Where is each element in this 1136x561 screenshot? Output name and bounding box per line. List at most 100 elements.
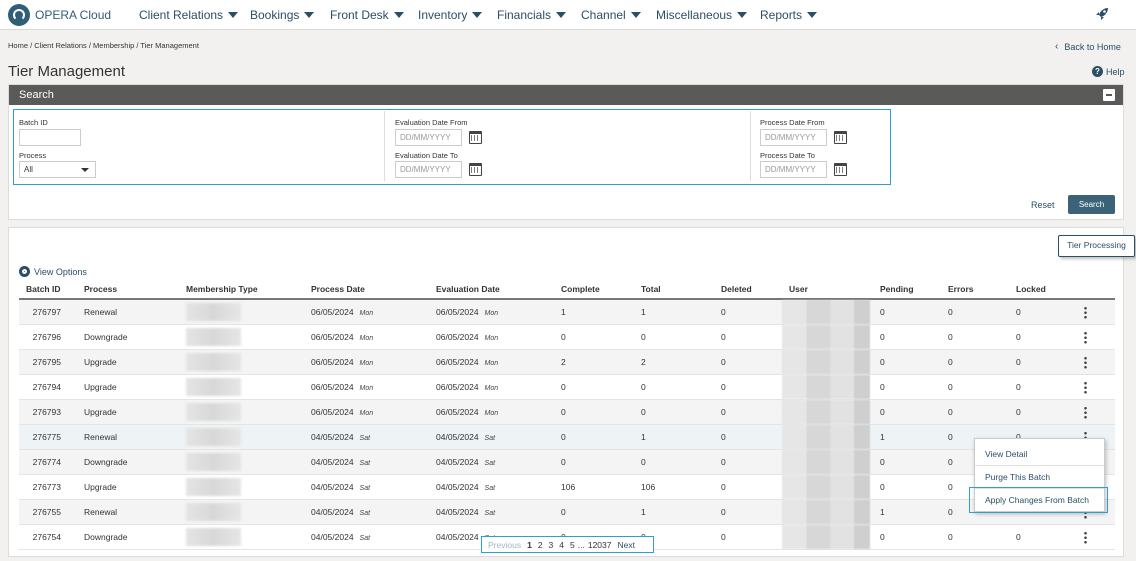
pending-cell: 0 xyxy=(880,307,885,317)
caret-down-icon xyxy=(81,168,89,172)
column-header[interactable]: Locked xyxy=(1009,279,1077,300)
calendar-icon[interactable] xyxy=(834,163,847,176)
table-row[interactable]: 276793 Upgrade 06/05/2024 Mon 06/05/2024 Mon 0… xyxy=(19,399,1115,425)
reset-link[interactable]: Reset xyxy=(1031,200,1055,210)
calendar-icon[interactable] xyxy=(469,131,482,144)
user-redacted xyxy=(782,350,870,374)
table-row[interactable]: 276773 Upgrade 04/05/2024 Sat 04/05/2024 Sat 1… xyxy=(19,474,1115,500)
row-actions-kebab-icon[interactable] xyxy=(1084,430,1087,444)
nav-financials[interactable]: Financials xyxy=(497,8,567,22)
batch-id-input[interactable] xyxy=(19,129,81,146)
column-header[interactable]: Pending xyxy=(873,279,941,300)
deleted-cell: 0 xyxy=(721,482,726,492)
tier-processing-button[interactable]: Tier Processing xyxy=(1058,235,1135,257)
process-select[interactable]: All xyxy=(19,161,96,178)
breadcrumb[interactable]: Home / Client Relations / Membership / T… xyxy=(8,41,199,50)
user-redacted xyxy=(782,300,870,324)
column-header[interactable]: Deleted xyxy=(714,279,782,300)
process-day: Sat xyxy=(359,485,371,492)
process-day: Mon xyxy=(359,360,374,367)
pending-cell: 0 xyxy=(880,332,885,342)
table-row[interactable]: 276795 Upgrade 06/05/2024 Mon 06/05/2024 Mon 2… xyxy=(19,349,1115,375)
evaluation-date-cell: 06/05/2024 xyxy=(436,332,479,342)
page-3[interactable]: 3 xyxy=(548,539,554,550)
row-actions-kebab-icon[interactable] xyxy=(1084,330,1087,344)
eval-date-from-input[interactable]: DD/MM/YYYY xyxy=(395,129,462,146)
menu-item-view-detail[interactable]: View Detail xyxy=(985,449,1028,459)
back-to-home-link[interactable]: ‹ Back to Home xyxy=(1055,41,1121,52)
nav-label: Bookings xyxy=(250,8,300,22)
locked-cell: 0 xyxy=(1016,332,1021,342)
row-actions-kebab-icon[interactable] xyxy=(1084,405,1087,419)
process-date-to-input[interactable]: DD/MM/YYYY xyxy=(760,161,827,178)
column-header[interactable]: Complete xyxy=(554,279,634,300)
calendar-icon[interactable] xyxy=(469,163,482,176)
row-actions-kebab-icon[interactable] xyxy=(1084,380,1087,394)
total-cell: 0 xyxy=(641,382,646,392)
nav-channel[interactable]: Channel xyxy=(581,8,641,22)
chevron-left-icon: ‹ xyxy=(1055,41,1059,52)
batch-id-cell: 276755 xyxy=(32,507,61,517)
total-cell: 0 xyxy=(641,457,646,467)
table-row[interactable]: 276755 Renewal 04/05/2024 Sat 04/05/2024 Sat 0… xyxy=(19,499,1115,525)
search-button[interactable]: Search xyxy=(1068,195,1115,214)
menu-item-apply-changes[interactable]: Apply Changes From Batch xyxy=(985,495,1089,505)
page-last[interactable]: 12037 xyxy=(587,539,612,550)
caret-down-icon xyxy=(737,12,748,18)
table-row[interactable]: 276775 Renewal 04/05/2024 Sat 04/05/2024 Sat 0… xyxy=(19,424,1115,450)
rocket-icon[interactable] xyxy=(1094,6,1110,22)
divider xyxy=(750,111,751,181)
nav-bookings[interactable]: Bookings xyxy=(250,8,315,22)
user-redacted xyxy=(782,375,870,399)
nav-miscellaneous[interactable]: Miscellaneous xyxy=(656,8,748,22)
calendar-icon[interactable] xyxy=(834,131,847,144)
row-actions-kebab-icon[interactable] xyxy=(1084,305,1087,319)
column-header[interactable]: Process Date xyxy=(304,279,429,300)
process-date-cell: 04/05/2024 xyxy=(311,482,354,492)
pending-cell: 0 xyxy=(880,382,885,392)
process-cell: Upgrade xyxy=(84,407,117,417)
help-link[interactable]: ? Help xyxy=(1092,66,1125,77)
view-options-label: View Options xyxy=(34,266,87,277)
eval-date-to-input[interactable]: DD/MM/YYYY xyxy=(395,161,462,178)
process-date-from-input[interactable]: DD/MM/YYYY xyxy=(760,129,827,146)
table-header-row: Batch ID Process Membership Type Process… xyxy=(19,279,1115,300)
nav-reports[interactable]: Reports xyxy=(760,8,818,22)
row-actions-kebab-icon[interactable] xyxy=(1084,355,1087,369)
row-actions-kebab-icon[interactable] xyxy=(1084,530,1087,544)
view-options-link[interactable]: View Options xyxy=(19,266,87,277)
column-header[interactable]: Batch ID xyxy=(19,279,77,300)
nav-front-desk[interactable]: Front Desk xyxy=(330,8,404,22)
column-header[interactable]: Membership Type xyxy=(179,279,304,300)
collapse-icon[interactable] xyxy=(1103,89,1115,101)
nav-inventory[interactable]: Inventory xyxy=(418,8,483,22)
column-header[interactable]: Errors xyxy=(941,279,1009,300)
caret-down-icon xyxy=(472,12,483,18)
page-5[interactable]: 5 xyxy=(570,539,575,550)
column-header[interactable]: Evaluation Date xyxy=(429,279,554,300)
batch-id-cell: 276797 xyxy=(32,307,61,317)
process-day: Sat xyxy=(359,535,371,542)
app-logo[interactable]: OPERA Cloud xyxy=(8,4,111,26)
column-header[interactable]: Process xyxy=(77,279,179,300)
table-row[interactable]: 276797 Renewal 06/05/2024 Mon 06/05/2024 Mon 1… xyxy=(19,299,1115,325)
pagination-previous[interactable]: Previous xyxy=(488,539,522,550)
pending-cell: 0 xyxy=(880,407,885,417)
table-row[interactable]: 276774 Downgrade 04/05/2024 Sat 04/05/2024 Sa… xyxy=(19,449,1115,475)
results-panel: Tier Processing View Options Batch ID Pr… xyxy=(8,227,1135,557)
column-header[interactable]: User xyxy=(782,279,873,300)
menu-item-purge-batch[interactable]: Purge This Batch xyxy=(985,472,1051,482)
page-4[interactable]: 4 xyxy=(559,539,565,550)
table-row[interactable]: 276754Downgrade04/05/2024Sat04/05/2024Sa… xyxy=(19,524,1115,550)
nav-client-relations[interactable]: Client Relations xyxy=(139,8,239,22)
page-1[interactable]: 1 xyxy=(527,539,532,550)
page-2[interactable]: 2 xyxy=(537,539,543,550)
table-row[interactable]: 276794 Upgrade 06/05/2024 Mon 06/05/2024 Mon 0… xyxy=(19,374,1115,400)
pagination-ellipsis: ... xyxy=(577,539,585,550)
deleted-cell: 0 xyxy=(721,307,726,317)
table-row[interactable]: 276796 Downgrade 06/05/2024 Mon 06/05/2024 Mo… xyxy=(19,324,1115,350)
pagination-next[interactable]: Next xyxy=(617,539,635,550)
process-date-cell: 06/05/2024 xyxy=(311,407,354,417)
batch-id-cell: 276795 xyxy=(32,357,61,367)
column-header[interactable]: Total xyxy=(634,279,714,300)
